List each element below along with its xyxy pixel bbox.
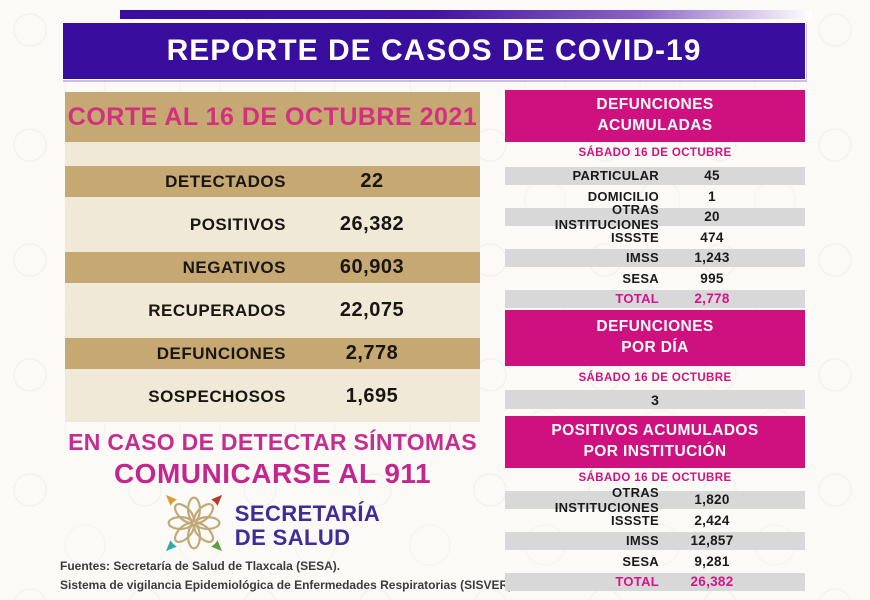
row-label: SESA xyxy=(622,270,659,286)
table-row: SESA 995 xyxy=(505,270,805,288)
row-label: NEGATIVOS xyxy=(182,257,286,277)
row-value: 1,820 xyxy=(694,492,730,508)
symptoms-notice: EN CASO DE DETECTAR SÍNTOMAS xyxy=(68,429,477,455)
cutoff-date-text: CORTE AL 16 DE OCTUBRE 2021 xyxy=(67,102,478,131)
logo-text-line2: DE SALUD xyxy=(234,524,351,550)
cases-summary-panel: CORTE AL 16 DE OCTUBRE 2021 DETECTADOS 2… xyxy=(65,92,480,422)
table-row: OTRAS INSTITUCIONES 1,820 xyxy=(505,485,805,515)
row-value: 2,424 xyxy=(694,512,730,528)
row-value: 26,382 xyxy=(339,213,405,235)
table-row: ISSSTE 474 xyxy=(505,229,805,247)
positives-by-institution-date: SÁBADO 16 DE OCTUBRE xyxy=(578,472,732,484)
table-row: OTRAS INSTITUCIONES 20 xyxy=(505,202,805,232)
table-row: DOMICILIO 1 xyxy=(505,188,805,206)
table-row: POSITIVOS 26,382 xyxy=(65,209,480,240)
deaths-per-day-value: 3 xyxy=(505,390,805,409)
call-911-notice: COMUNICARSE AL 911 xyxy=(113,458,432,489)
table-row: IMSS 12,857 xyxy=(505,532,805,550)
positives-by-institution-table: OTRAS INSTITUCIONES 1,820 ISSSTE 2,424 I… xyxy=(505,485,805,591)
row-value: 60,903 xyxy=(339,256,405,278)
top-gradient-bar xyxy=(120,10,812,19)
source-line2: Sistema de vigilancia Epidemiológica de … xyxy=(60,577,516,592)
source-line1: Fuentes: Secretaría de Salud de Tlaxcala… xyxy=(60,559,341,573)
row-value: 22 xyxy=(360,170,384,192)
row-value: 45 xyxy=(704,168,720,184)
table-row: DEFUNCIONES 2,778 xyxy=(65,338,480,369)
row-label: OTRAS INSTITUCIONES xyxy=(554,484,659,515)
header-line2: ACUMULADAS xyxy=(597,117,713,134)
table-row: DETECTADOS 22 xyxy=(65,166,480,197)
row-label: IMSS xyxy=(626,250,659,266)
row-label: SESA xyxy=(622,553,659,569)
total-value: 2,778 xyxy=(694,291,730,307)
header-line1: DEFUNCIONES xyxy=(596,318,714,336)
table-row: SESA 9,281 xyxy=(505,553,805,571)
header-line1: POSITIVOS ACUMULADOS xyxy=(551,422,759,440)
table-row: ISSSTE 2,424 xyxy=(505,512,805,530)
table-row: SOSPECHOSOS 1,695 xyxy=(65,381,480,412)
table-row: IMSS 1,243 xyxy=(505,249,805,267)
deaths-per-day-header: DEFUNCIONES POR DÍA xyxy=(505,310,805,366)
table-row: NEGATIVOS 60,903 xyxy=(65,252,480,283)
table-total-row: TOTAL 2,778 xyxy=(505,290,805,308)
row-label: ISSSTE xyxy=(610,229,659,245)
row-label: OTRAS INSTITUCIONES xyxy=(554,201,659,232)
header-line1: DEFUNCIONES xyxy=(596,96,714,114)
deaths-accumulated-table: PARTICULAR 45 DOMICILIO 1 OTRAS INSTITUC… xyxy=(505,167,805,308)
table-total-row: TOTAL 26,382 xyxy=(505,573,805,591)
table-row: PARTICULAR 45 xyxy=(505,167,805,185)
row-label: RECUPERADOS xyxy=(148,300,286,320)
row-label: POSITIVOS xyxy=(189,214,286,234)
row-value: 1 xyxy=(708,188,716,204)
row-label: DEFUNCIONES xyxy=(156,343,286,363)
row-value: 22,075 xyxy=(339,299,405,321)
row-label: IMSS xyxy=(626,533,659,549)
row-value: 12,857 xyxy=(690,533,734,549)
total-label: TOTAL xyxy=(615,574,659,590)
row-value: 1,243 xyxy=(694,250,730,266)
row-label: SOSPECHOSOS xyxy=(148,386,286,406)
sources-footnote: Fuentes: Secretaría de Salud de Tlaxcala… xyxy=(60,557,530,594)
flower-icon xyxy=(165,494,223,557)
row-value: 9,281 xyxy=(694,553,730,569)
row-label: DOMICILIO xyxy=(587,188,659,204)
positives-by-institution-header: POSITIVOS ACUMULADOS POR INSTITUCIÓN xyxy=(505,416,805,468)
row-value: 1,695 xyxy=(345,385,399,407)
row-value: 20 xyxy=(704,209,720,225)
secretaria-de-salud-logo: SECRETARÍA DE SALUD xyxy=(65,494,480,557)
row-value: 474 xyxy=(700,229,724,245)
logo-text-line1: SECRETARÍA xyxy=(234,500,381,526)
page-title: REPORTE DE CASOS DE COVID-19 xyxy=(166,34,702,67)
row-label: DETECTADOS xyxy=(165,171,286,191)
deaths-accumulated-date: SÁBADO 16 DE OCTUBRE xyxy=(578,147,732,159)
table-row: RECUPERADOS 22,075 xyxy=(65,295,480,326)
total-value: 26,382 xyxy=(690,574,734,590)
cutoff-date-header: CORTE AL 16 DE OCTUBRE 2021 xyxy=(65,92,480,142)
total-label: TOTAL xyxy=(615,291,659,307)
header-line2: POR INSTITUCIÓN xyxy=(583,443,727,460)
row-value: 995 xyxy=(700,270,724,286)
deaths-accumulated-header: DEFUNCIONES ACUMULADAS xyxy=(505,90,805,142)
row-label: ISSSTE xyxy=(610,512,659,528)
row-value: 2,778 xyxy=(345,342,399,364)
header-line2: POR DÍA xyxy=(621,339,689,356)
cases-table: DETECTADOS 22 POSITIVOS 26,382 NEGATIVOS… xyxy=(65,142,480,412)
title-banner: REPORTE DE CASOS DE COVID-19 xyxy=(62,22,806,80)
row-label: PARTICULAR xyxy=(572,168,659,184)
logo-wordmark: SECRETARÍA DE SALUD xyxy=(234,500,381,550)
deaths-per-day-date: SÁBADO 16 DE OCTUBRE xyxy=(578,372,732,384)
